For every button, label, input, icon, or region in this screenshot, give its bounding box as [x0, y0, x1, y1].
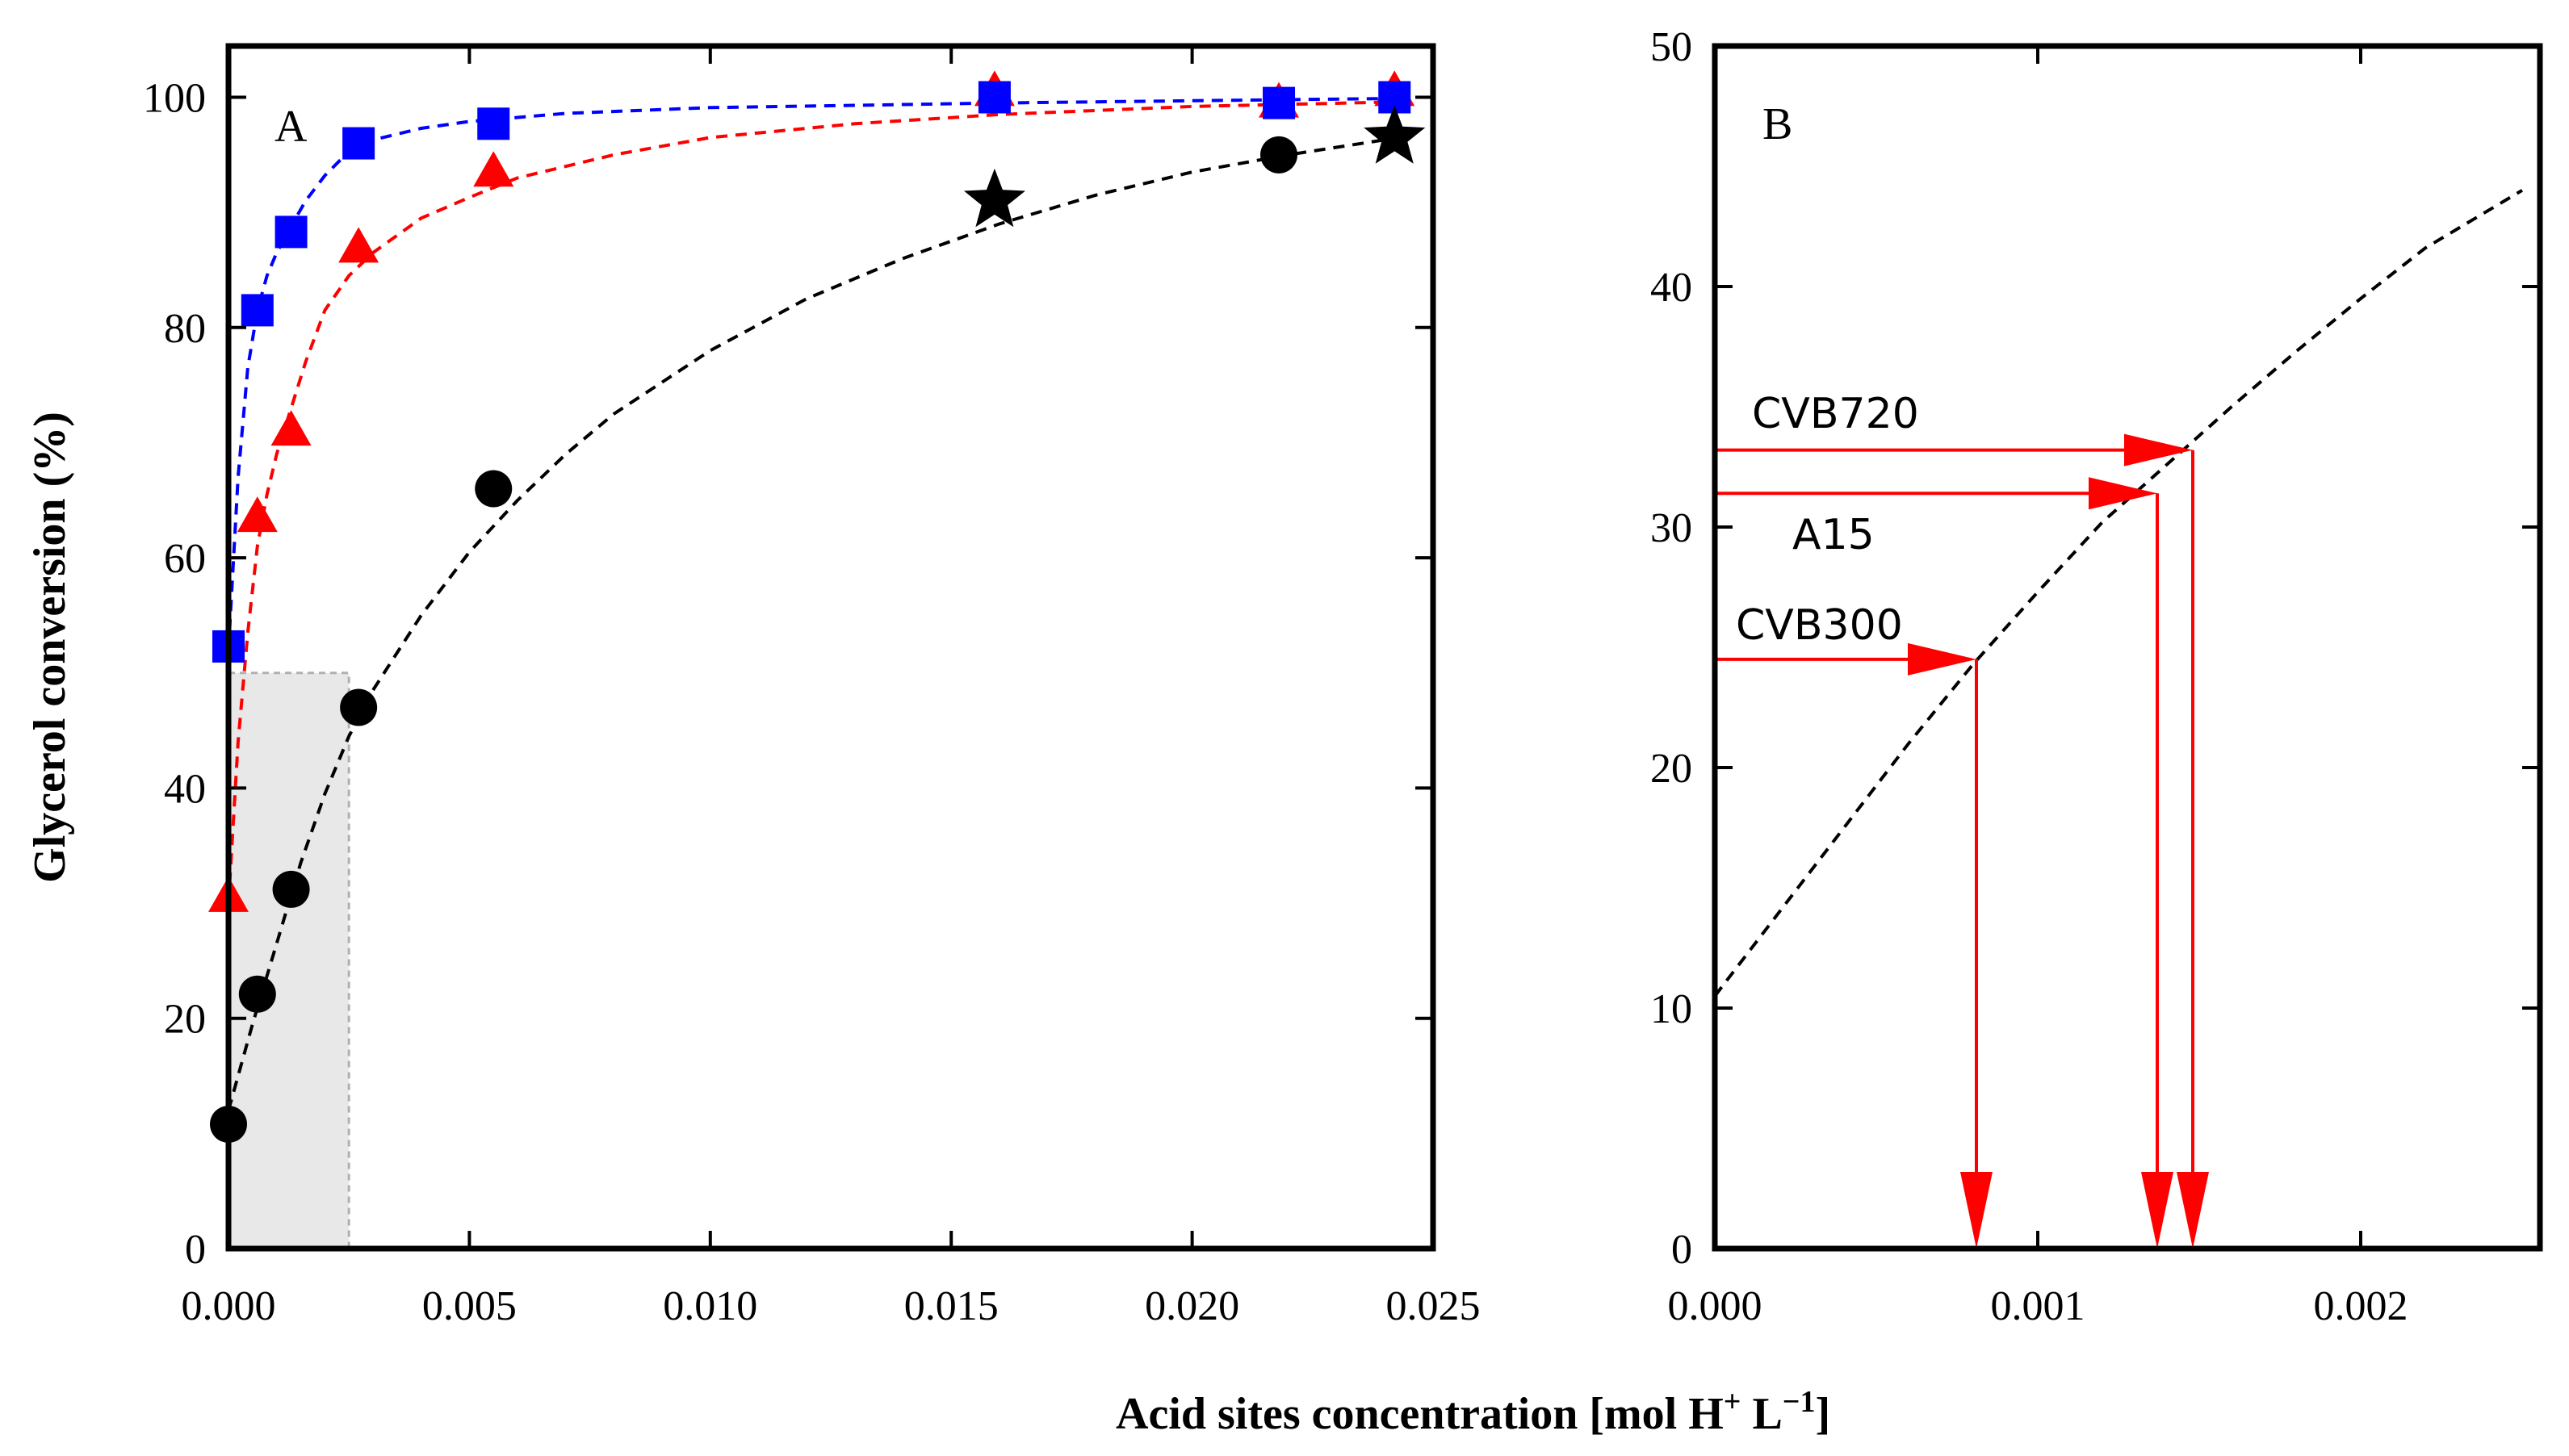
data-point-circle — [238, 975, 276, 1013]
y-tick-label-a: 60 — [164, 536, 206, 582]
x-tick-label-a: 0.010 — [663, 1283, 757, 1329]
y-tick-label-b: 40 — [1650, 265, 1692, 311]
annotation-a15: A15 — [1792, 511, 1875, 559]
fit-line-b — [1715, 189, 2524, 998]
arrowhead-horizontal — [2089, 477, 2157, 510]
data-point-triangle — [473, 151, 514, 187]
x-axis-title-sup1: + — [1724, 1385, 1741, 1419]
arrowhead-vertical — [1960, 1172, 1993, 1249]
shaded-region — [227, 672, 350, 1250]
fit-curves-a — [228, 96, 1400, 1111]
data-point-triangle — [237, 496, 278, 533]
panel-label-b: B — [1762, 99, 1792, 149]
annotation-cvb300: CVB300 — [1736, 601, 1903, 650]
fit-curve-black — [228, 136, 1400, 1111]
data-point-circle — [1260, 136, 1298, 174]
arrowhead-vertical — [2141, 1172, 2173, 1249]
fit-curve-red — [228, 100, 1400, 904]
y-axis-title: Glycerol conversion (%) — [25, 412, 75, 883]
plot-frame-a — [225, 43, 1436, 1252]
panel-a: 0.000 0.005 0.010 0.015 0.020 0.025 0 20 40 60 80 1… — [25, 43, 1481, 1329]
x-tick-label-a: 0.000 — [182, 1283, 276, 1329]
x-tick-label-b: 0.000 — [1668, 1283, 1762, 1329]
y-tick-label-b: 0 — [1671, 1227, 1692, 1273]
plot-frame-b — [1712, 43, 2543, 1252]
y-tick-label-a: 80 — [164, 306, 206, 352]
x-axis-title-mid: L — [1741, 1389, 1782, 1439]
y-tick-label-b: 30 — [1650, 505, 1692, 551]
data-point-triangle — [338, 227, 379, 263]
y-tick-label-a: 20 — [164, 997, 206, 1043]
y-tick-label-b: 10 — [1650, 986, 1692, 1032]
data-point-circle — [272, 870, 310, 908]
data-point-square — [275, 215, 308, 249]
arrows-b — [1715, 433, 2209, 1249]
data-markers-a — [208, 70, 1426, 1143]
y-tick-label-b: 50 — [1650, 24, 1692, 70]
x-tick-label-a: 0.005 — [422, 1283, 517, 1329]
fit-curve-blue — [228, 96, 1400, 651]
x-axis-title-suffix: ] — [1815, 1389, 1830, 1439]
y-tick-label-b: 20 — [1650, 746, 1692, 792]
arrowhead-horizontal — [2124, 433, 2193, 467]
data-point-square — [978, 81, 1011, 114]
data-point-circle — [475, 470, 513, 508]
x-axis-title-prefix: Acid sites concentration [mol H — [1116, 1389, 1724, 1439]
x-tick-label-b: 0.002 — [2314, 1283, 2408, 1329]
data-point-square — [342, 127, 375, 160]
x-axis-title-sup2: −1 — [1783, 1385, 1816, 1419]
y-tick-label-a: 40 — [164, 766, 206, 812]
data-point-triangle — [270, 410, 312, 446]
x-tick-label-b: 0.001 — [1991, 1283, 2085, 1329]
data-point-square — [241, 294, 274, 327]
arrowhead-vertical — [2177, 1172, 2209, 1249]
data-point-square — [477, 107, 510, 140]
ticks-a: 0.000 0.005 0.010 0.015 0.020 0.025 0 20 40 60 80 1… — [143, 46, 1481, 1329]
x-tick-label-a: 0.025 — [1386, 1283, 1481, 1329]
fit-line — [1715, 189, 2524, 998]
annotation-cvb720: CVB720 — [1752, 390, 1919, 438]
ticks-b: 0.000 0.001 0.002 0 10 20 30 40 50 — [1650, 24, 2540, 1329]
x-tick-label-a: 0.020 — [1145, 1283, 1239, 1329]
data-point-square — [1263, 86, 1296, 119]
y-tick-label-a: 100 — [143, 76, 206, 122]
x-tick-label-a: 0.015 — [904, 1283, 999, 1329]
data-point-star — [1364, 105, 1426, 164]
y-tick-label-a: 0 — [185, 1227, 206, 1273]
panel-label-a: A — [275, 102, 308, 152]
x-axis-title: Acid sites concentration [mol H+ L−1] — [1116, 1385, 1830, 1439]
data-point-circle — [340, 688, 378, 726]
arrowhead-horizontal — [1908, 642, 1976, 676]
data-point-star — [963, 168, 1025, 228]
